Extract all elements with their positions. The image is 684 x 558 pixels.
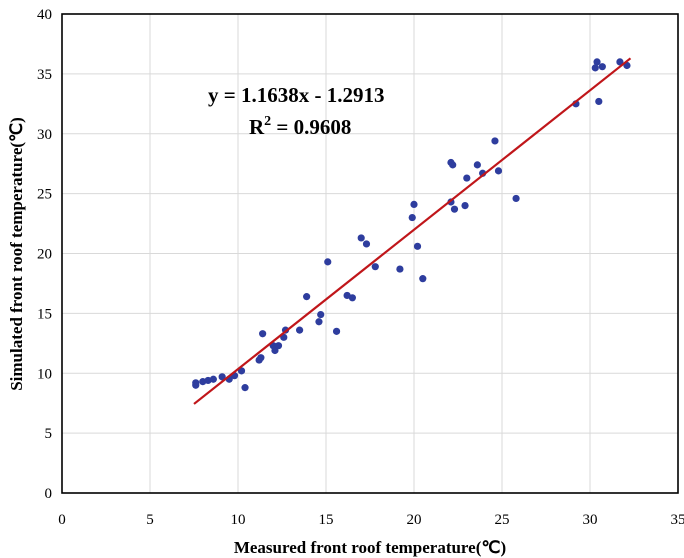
y-tick-label: 20 xyxy=(37,247,52,263)
data-point xyxy=(449,161,457,169)
data-point xyxy=(450,205,459,213)
gridlines xyxy=(62,14,678,493)
y-tick-label: 0 xyxy=(45,486,53,502)
data-point xyxy=(192,379,200,387)
data-point xyxy=(324,258,332,266)
data-point xyxy=(296,326,304,334)
data-point xyxy=(598,63,606,71)
data-point xyxy=(616,58,624,66)
data-point xyxy=(209,375,217,383)
x-axis-title: Measured front roof temperature(℃) xyxy=(234,538,506,557)
x-tick-label: 10 xyxy=(231,512,246,528)
x-tick-label: 35 xyxy=(671,512,684,528)
y-tick-label: 15 xyxy=(37,306,52,322)
data-point xyxy=(595,97,603,106)
r-squared-letter: R xyxy=(249,115,265,139)
data-point xyxy=(259,330,267,338)
x-tick-labels: 0 5 10 15 20 25 30 35 xyxy=(58,512,684,528)
data-point xyxy=(371,263,379,271)
x-tick-label: 20 xyxy=(407,512,422,528)
data-point xyxy=(257,354,265,362)
data-point xyxy=(396,265,404,273)
data-point xyxy=(463,174,471,182)
data-point xyxy=(218,373,226,381)
data-point xyxy=(315,318,323,326)
y-tick-label: 30 xyxy=(37,127,52,143)
y-axis-title: Simulated front roof temperature(℃) xyxy=(7,117,26,391)
data-point xyxy=(413,242,422,250)
data-point xyxy=(419,275,427,283)
data-point xyxy=(241,384,249,392)
y-tick-label: 10 xyxy=(37,366,52,382)
data-point xyxy=(332,327,341,335)
y-tick-label: 35 xyxy=(37,67,52,83)
data-point xyxy=(410,200,418,209)
y-tick-label: 40 xyxy=(37,7,52,23)
data-point xyxy=(473,161,481,169)
data-point xyxy=(491,137,499,145)
data-point xyxy=(593,58,601,66)
y-tick-labels: 0 5 10 15 20 25 30 35 40 xyxy=(37,7,52,502)
x-tick-label: 15 xyxy=(319,512,334,528)
data-point xyxy=(303,293,311,301)
r-squared-value: = 0.9608 xyxy=(271,115,351,139)
trendline xyxy=(193,57,632,405)
r-squared-exponent: 2 xyxy=(264,114,271,129)
y-tick-label: 25 xyxy=(37,187,52,203)
y-tick-label: 5 xyxy=(45,426,53,442)
plot-frame xyxy=(61,13,679,494)
data-point xyxy=(317,310,325,319)
x-tick-label: 0 xyxy=(58,512,66,528)
data-point xyxy=(362,240,371,248)
x-tick-label: 25 xyxy=(495,512,510,528)
x-tick-label: 30 xyxy=(583,512,598,528)
data-point xyxy=(494,167,503,175)
data-point xyxy=(512,194,520,203)
r-squared-label: R2 = 0.9608 xyxy=(249,114,351,139)
x-tick-label: 5 xyxy=(146,512,154,528)
data-point xyxy=(274,342,283,350)
data-point xyxy=(461,202,469,210)
data-points xyxy=(192,58,631,392)
trendline-equation: y = 1.1638x - 1.2913 xyxy=(208,83,384,107)
data-point xyxy=(357,234,365,242)
data-point xyxy=(348,294,356,302)
data-point xyxy=(408,213,416,222)
data-point xyxy=(591,64,599,72)
